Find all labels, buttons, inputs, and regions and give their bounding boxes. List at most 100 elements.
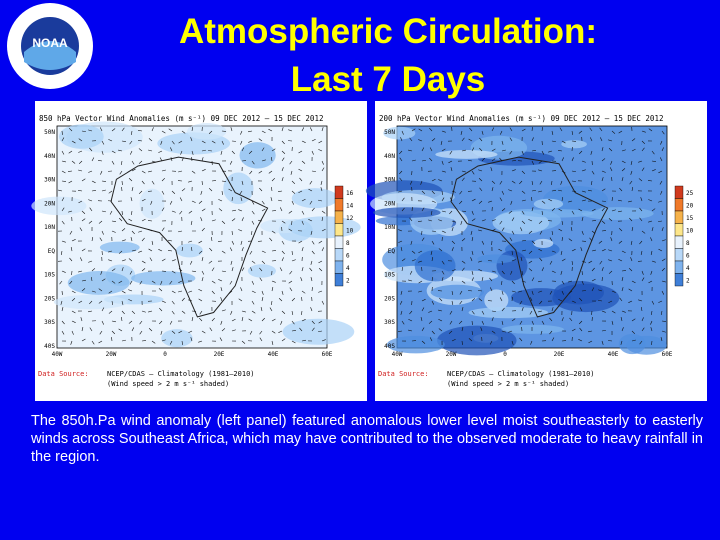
wind-vector [88, 199, 93, 202]
wind-vector [411, 250, 416, 254]
lat-label: 20S [44, 295, 55, 302]
wind-vector [211, 317, 215, 322]
wind-vector [231, 218, 236, 222]
wind-vector [281, 338, 286, 342]
wind-vector [89, 300, 93, 305]
wind-vector [89, 327, 93, 332]
wind-vector [211, 180, 217, 182]
wind-vector [160, 330, 163, 335]
wind-vector [431, 257, 434, 262]
wind-shading [161, 329, 193, 348]
wind-vector [309, 200, 313, 205]
wind-vector [491, 127, 495, 132]
wind-vector [240, 130, 243, 135]
wind-vector [119, 217, 123, 222]
wind-vector [430, 210, 433, 215]
wind-vector [259, 330, 263, 335]
wind-vector [611, 197, 613, 202]
wind-vector [78, 160, 83, 165]
wind-shading [581, 207, 654, 220]
wind-vector [620, 317, 623, 322]
wind-vector [261, 250, 266, 253]
wind-vector [421, 207, 425, 212]
wind-vector [118, 280, 123, 284]
wind-vector [271, 330, 276, 334]
wind-vector [128, 320, 133, 324]
wind-vector [291, 310, 294, 315]
wind-vector [259, 337, 263, 342]
wind-vector [131, 210, 133, 215]
wind-vector [178, 170, 183, 173]
wind-vector [161, 169, 166, 172]
wind-vector [561, 170, 566, 174]
wind-vector [549, 290, 553, 295]
wind-vector [291, 220, 293, 226]
wind-vector [511, 259, 516, 262]
wind-vector [161, 258, 166, 262]
wind-vector [568, 280, 573, 283]
wind-vector [129, 140, 133, 145]
wind-vector [461, 137, 465, 142]
wind-vector [519, 337, 523, 342]
wind-vector [451, 300, 454, 305]
wind-vector [561, 140, 566, 144]
wind-vector [618, 130, 623, 134]
wind-vector [468, 159, 473, 162]
wind-vector [489, 277, 493, 282]
wind-vector [508, 210, 513, 214]
wind-vector [500, 130, 503, 135]
wind-vector [559, 127, 563, 132]
lon-label: 40E [608, 351, 619, 358]
wind-vector [131, 249, 136, 252]
wind-vector [78, 200, 83, 204]
wind-vector [601, 220, 606, 224]
wind-vector [91, 268, 96, 272]
wind-vector [621, 270, 627, 272]
wind-vector [309, 180, 313, 185]
wind-vector [398, 190, 403, 193]
wind-vector [321, 217, 324, 222]
wind-vector [601, 158, 606, 162]
wind-vector [89, 207, 93, 212]
wind-vector [128, 218, 133, 222]
wind-vector [78, 150, 83, 153]
wind-vector [288, 280, 293, 284]
wind-vector [138, 130, 143, 132]
wind-vector [148, 248, 153, 252]
wind-vector [499, 197, 503, 202]
wind-vector [441, 230, 446, 233]
wind-vector [641, 167, 645, 172]
wind-vector [658, 300, 663, 303]
wind-vector [531, 320, 534, 325]
wind-vector [298, 240, 303, 244]
wind-vector [151, 127, 154, 132]
wind-vector [159, 157, 163, 162]
wind-shading [468, 306, 549, 319]
wind-vector [400, 310, 403, 315]
wind-vector [661, 147, 664, 152]
wind-vector [641, 130, 646, 133]
wind-vector [641, 147, 645, 152]
wind-vector [81, 130, 86, 133]
land-outline [450, 156, 609, 318]
colorbar-label: 6 [346, 253, 350, 260]
wind-vector [638, 299, 643, 302]
wind-vector [139, 280, 143, 285]
colorbar-cell [674, 248, 684, 262]
wind-vector [600, 137, 603, 142]
wind-vector [601, 177, 604, 182]
wind-vector [501, 227, 505, 232]
wind-vector [461, 210, 466, 212]
wind-vector [590, 150, 593, 155]
wind-vector [588, 330, 593, 333]
wind-vector [281, 167, 284, 172]
wind-vector [619, 187, 623, 192]
colorbar-cell [674, 273, 684, 287]
wind-vector [521, 307, 524, 312]
lon-label: 40W [392, 351, 403, 358]
wind-vector [578, 208, 583, 212]
wind-vector [279, 207, 283, 212]
wind-vector [161, 177, 166, 182]
wind-vector [530, 297, 533, 302]
wind-vector [318, 240, 323, 244]
